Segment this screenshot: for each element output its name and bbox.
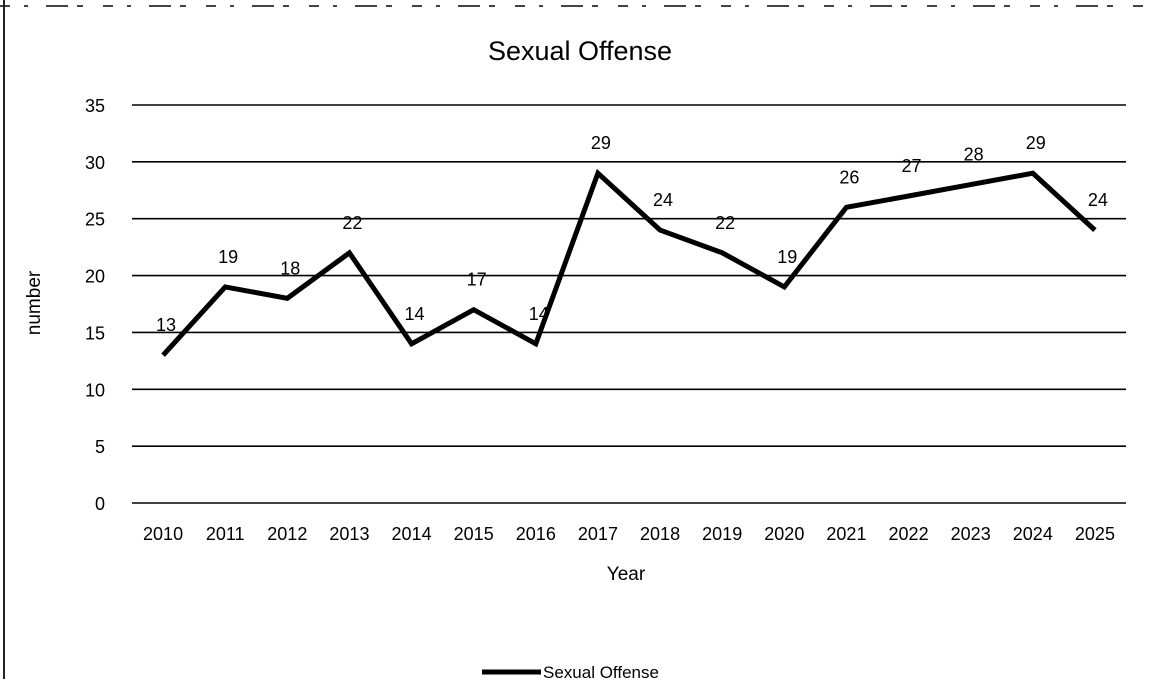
data-label: 26: [839, 167, 859, 187]
x-tick-label: 2017: [578, 524, 618, 544]
data-label: 19: [218, 247, 238, 267]
x-tick-label: 2024: [1013, 524, 1053, 544]
data-label: 14: [405, 304, 425, 324]
legend-label: Sexual Offense: [543, 663, 659, 679]
y-tick-label: 30: [85, 153, 105, 173]
y-tick-label: 20: [85, 267, 105, 287]
x-axis-label: Year: [607, 564, 646, 585]
data-label: 22: [342, 213, 362, 233]
y-axis-label: number: [24, 270, 45, 335]
data-label: 28: [964, 145, 984, 165]
x-tick-label: 2015: [454, 524, 494, 544]
x-tick-label: 2019: [702, 524, 742, 544]
chart-title: Sexual Offense: [488, 36, 672, 66]
x-tick-label: 2016: [516, 524, 556, 544]
data-label: 24: [1088, 190, 1108, 210]
y-tick-label: 35: [85, 96, 105, 116]
x-tick-label: 2022: [889, 524, 929, 544]
data-label: 24: [653, 190, 673, 210]
data-label: 17: [467, 270, 487, 290]
y-tick-label: 10: [85, 380, 105, 400]
series-layer: [163, 173, 1095, 355]
x-tick-label: 2025: [1075, 524, 1115, 544]
y-tick-labels: 0 5 10 15 20 25 30 35: [85, 96, 105, 514]
data-label: 29: [1026, 133, 1046, 153]
series-line: [163, 173, 1095, 355]
data-label: 29: [591, 133, 611, 153]
x-tick-label: 2020: [764, 524, 804, 544]
data-label: 22: [715, 213, 735, 233]
x-tick-labels: 2010 2011 2012 2013 2014 2015 2016 2017 2018 2019…: [143, 524, 1115, 544]
data-label: 14: [529, 304, 549, 324]
x-tick-label: 2021: [826, 524, 866, 544]
data-label: 18: [280, 258, 300, 278]
x-tick-label: 2023: [951, 524, 991, 544]
x-tick-label: 2011: [206, 524, 245, 544]
y-tick-label: 5: [95, 437, 105, 457]
data-label: 13: [156, 315, 176, 335]
x-tick-label: 2013: [329, 524, 369, 544]
y-tick-label: 15: [85, 323, 105, 343]
x-tick-label: 2010: [143, 524, 183, 544]
data-label: 19: [777, 247, 797, 267]
data-labels: 13 19 18 22 14 17 14 29 24 22 19 26 27 28 29 24: [156, 133, 1108, 335]
x-tick-label: 2014: [392, 524, 432, 544]
data-label: 27: [902, 156, 922, 176]
gridlines: [132, 105, 1126, 503]
x-tick-label: 2012: [267, 524, 307, 544]
y-tick-label: 25: [85, 210, 105, 230]
legend: Sexual Offense: [482, 663, 659, 679]
x-tick-label: 2018: [640, 524, 680, 544]
y-tick-label: 0: [95, 494, 105, 514]
